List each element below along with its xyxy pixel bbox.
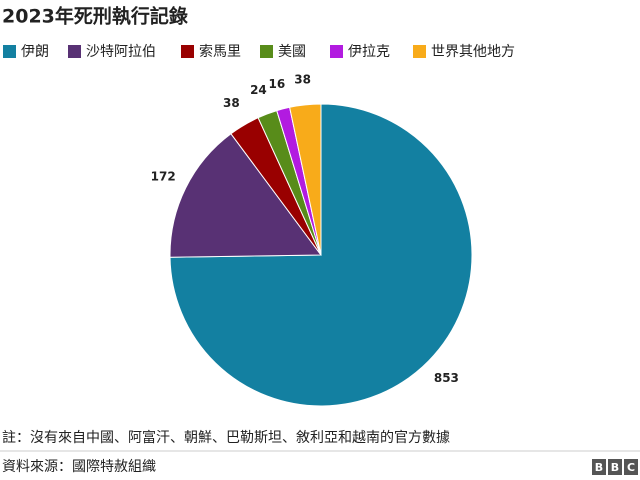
legend-label: 美國 bbox=[278, 44, 306, 60]
data-label: 172 bbox=[151, 170, 176, 184]
pie: 853 172 38 24 16 38 bbox=[151, 72, 473, 407]
legend-swatch bbox=[260, 45, 273, 58]
logo-letter: B bbox=[611, 461, 619, 474]
logo-box bbox=[608, 459, 622, 475]
legend-swatch bbox=[181, 45, 194, 58]
legend-label: 世界其他地方 bbox=[431, 44, 515, 60]
legend-label: 伊朗 bbox=[21, 44, 49, 60]
data-label: 24 bbox=[250, 83, 267, 97]
legend-swatch bbox=[3, 45, 16, 58]
chart-title: 2023年死刑執行記錄 bbox=[2, 5, 188, 28]
legend-label: 沙特阿拉伯 bbox=[86, 44, 156, 60]
note: 註：沒有來自中國、阿富汗、朝鮮、巴勒斯坦、敘利亞和越南的官方數據 bbox=[2, 429, 450, 446]
data-label: 853 bbox=[434, 371, 459, 385]
legend-label: 索馬里 bbox=[199, 43, 241, 60]
legend-swatch bbox=[68, 45, 81, 58]
legend-swatch bbox=[413, 45, 426, 58]
pie-slice bbox=[289, 103, 322, 256]
legend-label: 伊拉克 bbox=[348, 44, 390, 60]
logo-letter: C bbox=[627, 461, 635, 474]
data-label: 38 bbox=[223, 96, 240, 110]
pie-slice bbox=[169, 133, 322, 258]
logo-box bbox=[624, 459, 638, 475]
pie-slice bbox=[169, 103, 473, 407]
legend: 伊朗 沙特阿拉伯 索馬里 美國 伊拉克 世界其他地方 bbox=[3, 43, 515, 60]
data-label: 16 bbox=[269, 77, 286, 91]
data-label: 38 bbox=[294, 72, 311, 86]
legend-swatch bbox=[330, 45, 343, 58]
source: 資料來源：國際特赦組織 bbox=[2, 458, 156, 475]
logo-letter: B bbox=[595, 461, 603, 474]
logo-box bbox=[592, 459, 606, 475]
